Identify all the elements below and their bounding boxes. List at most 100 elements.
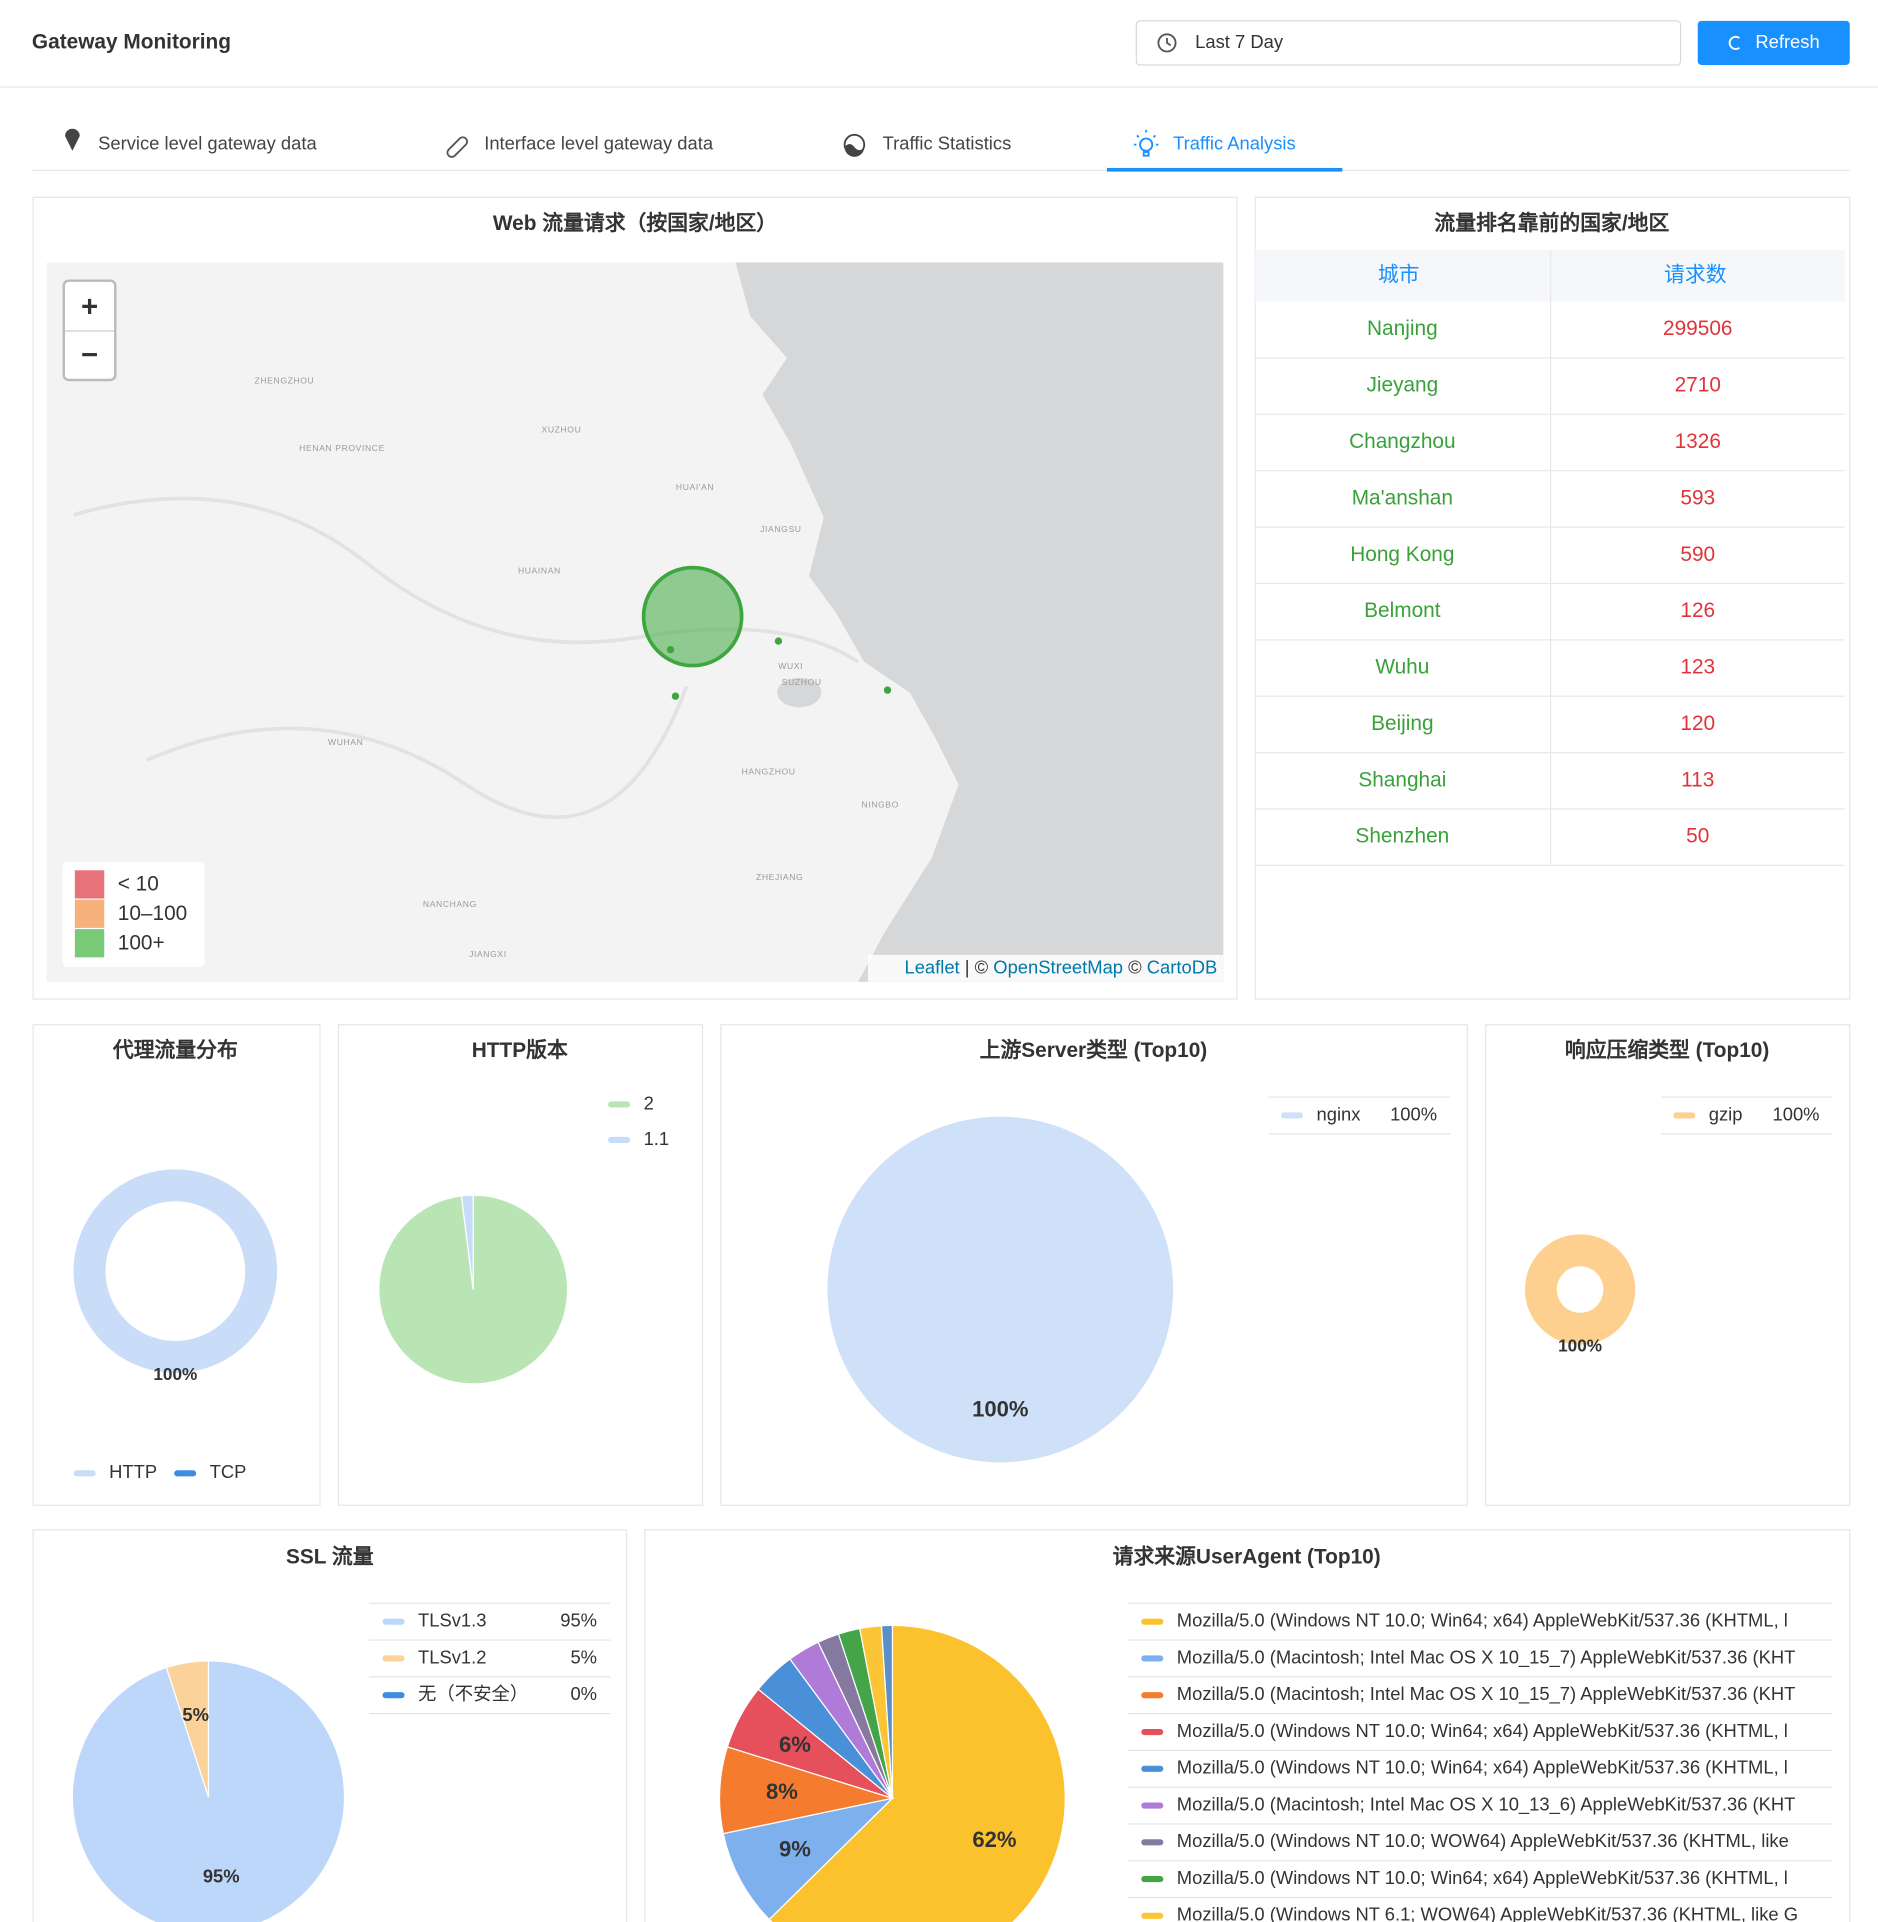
slice-label: 95%: [203, 1865, 240, 1886]
legend-value: 100%: [1773, 1103, 1820, 1124]
legend-label[interactable]: Mozilla/5.0 (Macintosh; Intel Mac OS X 1…: [1177, 1793, 1796, 1815]
chart-title: 代理流量分布: [112, 1038, 238, 1062]
zoom-in[interactable]: +: [81, 291, 98, 324]
map[interactable]: ZHENGZHOU HENAN PROVINCE XUZHOU HUAI'AN …: [46, 262, 1224, 982]
city-cell: Jieyang: [1366, 374, 1438, 397]
legend-swatch: [382, 1692, 405, 1699]
refresh-button[interactable]: Refresh: [1697, 20, 1850, 65]
app-title: Gateway Monitoring: [32, 30, 231, 53]
legend-swatch: [382, 1655, 405, 1662]
legend-label[interactable]: TLSv1.2: [418, 1646, 486, 1667]
zoom-out[interactable]: −: [81, 338, 98, 371]
donut-slice[interactable]: [1524, 1234, 1636, 1345]
map-label: JIANGSU: [760, 524, 801, 534]
legend-label[interactable]: nginx: [1317, 1103, 1361, 1124]
city-cell: Changzhou: [1349, 430, 1456, 453]
history-icon-hand: [1166, 37, 1172, 47]
donut-slice[interactable]: [73, 1169, 278, 1373]
tab-label[interactable]: Interface level gateway data: [484, 132, 714, 153]
column-header: 城市: [1378, 263, 1420, 286]
active-tab-indicator: [1106, 167, 1343, 172]
legend-swatch: [1141, 1728, 1164, 1736]
map-label: NANCHANG: [423, 899, 477, 909]
legend-label[interactable]: 无（不安全）: [418, 1683, 528, 1704]
city-cell: Nanjing: [1367, 317, 1438, 340]
legend-label[interactable]: Mozilla/5.0 (Windows NT 6.1; WOW64) Appl…: [1177, 1904, 1798, 1922]
legend-label[interactable]: Mozilla/5.0 (Windows NT 10.0; Win64; x64…: [1177, 1867, 1788, 1888]
legend-label[interactable]: gzip: [1709, 1103, 1743, 1124]
legend-label[interactable]: TCP: [210, 1461, 247, 1482]
map-marker[interactable]: [666, 645, 675, 654]
pie-slice[interactable]: [827, 1116, 1174, 1463]
legend-swatch: [1280, 1112, 1304, 1119]
city-cell: Hong Kong: [1350, 543, 1454, 566]
attribution-separator: ©: [1123, 956, 1147, 977]
map-label: ZHENGZHOU: [255, 375, 315, 385]
map-label: HUAINAN: [518, 565, 561, 575]
pie-slice[interactable]: [165, 1660, 210, 1798]
city-cell: Shenzhen: [1355, 825, 1449, 848]
attribution-bg: [867, 954, 1224, 982]
pie-slice[interactable]: [880, 1624, 894, 1799]
legend-label[interactable]: HTTP: [109, 1461, 157, 1482]
slice-label: 5%: [182, 1704, 209, 1725]
tab-label[interactable]: Service level gateway data: [98, 132, 317, 153]
pie-slice[interactable]: [768, 1624, 1066, 1922]
legend-swatch: [1141, 1655, 1164, 1662]
pie-slice[interactable]: [719, 1746, 895, 1835]
date-range: Last 7 Day: [1195, 31, 1284, 52]
chart-title: 响应压缩类型 (Top10): [1565, 1038, 1769, 1062]
legend-swatch: [1673, 1112, 1696, 1119]
date-picker[interactable]: Last 7 Day: [1135, 20, 1682, 66]
map-label: WUXI: [778, 661, 803, 671]
pie-slice[interactable]: [460, 1194, 474, 1290]
attribution-link[interactable]: CartoDB: [1147, 956, 1217, 977]
legend-label[interactable]: TLSv1.3: [418, 1610, 486, 1631]
slice-label: 6%: [779, 1732, 811, 1757]
legend-label[interactable]: Mozilla/5.0 (Windows NT 10.0; WOW64) App…: [1177, 1830, 1789, 1851]
legend-swatch: [1141, 1802, 1164, 1809]
pie-slice[interactable]: [722, 1797, 895, 1921]
map-marker[interactable]: [671, 692, 680, 700]
count-cell: 299506: [1663, 317, 1733, 340]
legend-label[interactable]: 2: [644, 1092, 654, 1113]
city-cell: Ma'anshan: [1352, 486, 1453, 509]
legend-label: < 10: [118, 873, 159, 896]
map-marker[interactable]: [774, 637, 783, 645]
legend-label[interactable]: Mozilla/5.0 (Macintosh; Intel Mac OS X 1…: [1177, 1683, 1796, 1705]
map-marker[interactable]: [641, 565, 744, 668]
table-title: 流量排名靠前的国家/地区: [1434, 211, 1669, 235]
attribution-link[interactable]: OpenStreetMap: [993, 956, 1123, 977]
chart-title: SSL 流量: [286, 1544, 374, 1568]
map-title: Web 流量请求（按国家/地区）: [493, 211, 777, 235]
city-cell: Beijing: [1371, 712, 1434, 735]
legend-label[interactable]: Mozilla/5.0 (Windows NT 10.0; Win64; x64…: [1177, 1610, 1788, 1631]
tab-label[interactable]: Traffic Analysis: [1173, 132, 1296, 153]
map-label: NINGBO: [861, 800, 899, 810]
slice-label: 100%: [972, 1396, 1029, 1421]
legend-swatch: [1141, 1839, 1164, 1846]
chart-title: 上游Server类型 (Top10): [980, 1038, 1208, 1062]
tab-icon: [65, 128, 80, 151]
map-label: HUAI'AN: [676, 482, 714, 492]
map-label: SUZHOU: [782, 677, 822, 687]
legend-label[interactable]: 1.1: [644, 1128, 670, 1149]
count-cell: 123: [1680, 656, 1715, 679]
legend-swatch: [608, 1101, 631, 1108]
map-marker[interactable]: [883, 686, 892, 694]
tab-label[interactable]: Traffic Statistics: [883, 132, 1012, 153]
legend-label[interactable]: Mozilla/5.0 (Windows NT 10.0; Win64; x64…: [1177, 1720, 1788, 1741]
map-lake: [777, 677, 822, 708]
count-cell: 2710: [1675, 374, 1721, 397]
legend-label[interactable]: Mozilla/5.0 (Macintosh; Intel Mac OS X 1…: [1177, 1646, 1796, 1668]
legend-swatch: [73, 1470, 96, 1477]
map-label: JIANGXI: [469, 949, 507, 959]
legend-label[interactable]: Mozilla/5.0 (Windows NT 10.0; Win64; x64…: [1177, 1757, 1788, 1778]
legend-swatch: [1141, 1618, 1164, 1625]
attribution-link[interactable]: Leaflet: [904, 956, 959, 977]
table-panel: [1254, 196, 1851, 1000]
legend-swatch: [174, 1470, 197, 1477]
map-label: WUHAN: [328, 737, 363, 747]
legend-swatch: [74, 929, 105, 958]
legend-swatch: [608, 1136, 631, 1144]
